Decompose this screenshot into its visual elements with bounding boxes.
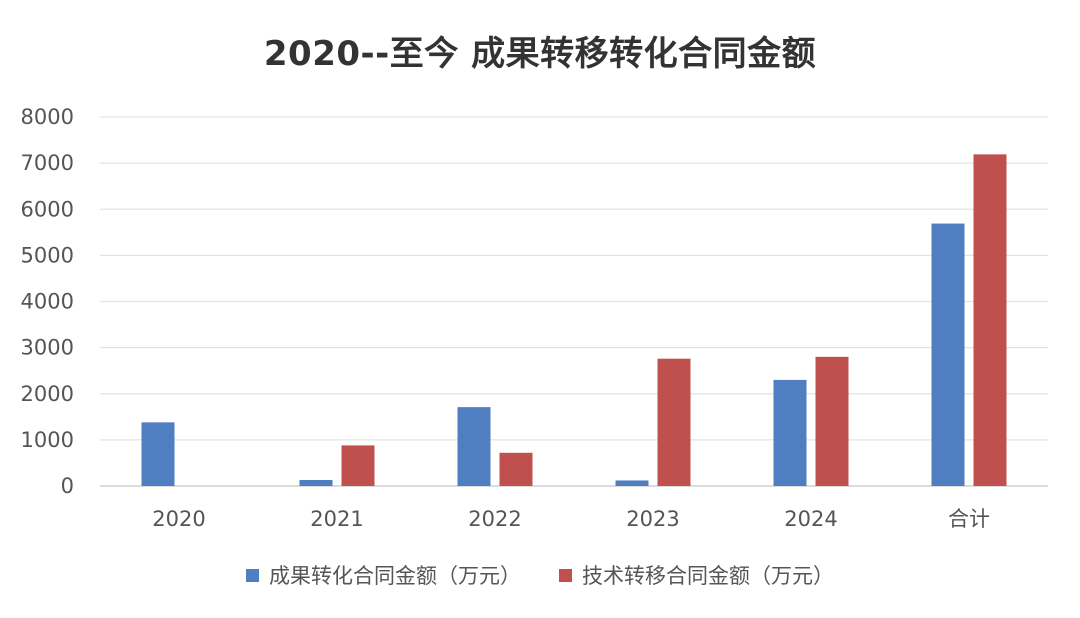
legend-item-series-1: 成果转化合同金额（万元） <box>246 560 521 590</box>
y-tick-label: 8000 <box>21 105 74 129</box>
legend-label-series-2: 技术转移合同金额（万元） <box>582 564 834 588</box>
x-tick-label: 2020 <box>152 507 205 531</box>
bar-series-1-2022 <box>457 407 491 486</box>
x-tick-label: 2023 <box>626 507 679 531</box>
y-tick-label: 5000 <box>21 243 74 267</box>
bar-series-1-2023 <box>615 480 649 486</box>
x-tick-label: 2024 <box>784 507 837 531</box>
legend-item-series-2: 技术转移合同金额（万元） <box>559 560 834 590</box>
y-tick-label: 3000 <box>21 336 74 360</box>
bar-series-2-合计 <box>973 154 1007 486</box>
legend: 成果转化合同金额（万元） 技术转移合同金额（万元） <box>0 560 1080 590</box>
bar-series-1-2024 <box>773 379 807 486</box>
bar-series-2-2021 <box>341 445 375 486</box>
y-tick-label: 1000 <box>21 428 74 452</box>
y-tick-label: 4000 <box>21 290 74 314</box>
bar-series-2-2024 <box>815 356 849 486</box>
chart-title: 2020--至今 成果转移转化合同金额 <box>263 34 817 74</box>
bar-series-2-2023 <box>657 358 691 486</box>
y-tick-label: 7000 <box>21 151 74 175</box>
x-tick-label: 合计 <box>948 507 990 531</box>
bar-series-2-2022 <box>499 452 533 486</box>
x-tick-label: 2021 <box>310 507 363 531</box>
bar-series-1-合计 <box>931 223 965 486</box>
legend-swatch-series-1 <box>246 568 259 582</box>
bar-series-1-2021 <box>299 480 333 486</box>
bar-series-1-2020 <box>141 422 175 486</box>
legend-swatch-series-2 <box>559 568 572 582</box>
x-tick-label: 2022 <box>468 507 521 531</box>
y-tick-label: 6000 <box>21 197 74 221</box>
legend-label-series-1: 成果转化合同金额（万元） <box>269 564 521 588</box>
y-tick-label: 2000 <box>21 382 74 406</box>
y-tick-label: 0 <box>61 474 74 498</box>
